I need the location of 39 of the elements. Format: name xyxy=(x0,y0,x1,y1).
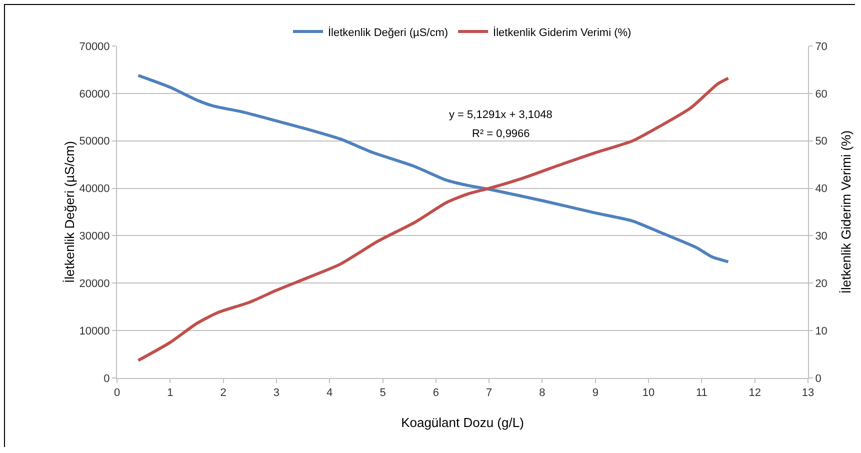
y2-tick-label: 50 xyxy=(815,136,828,148)
y-tick-label: 70000 xyxy=(79,40,110,53)
legend-label: İletkenlik Değeri (µS/cm) xyxy=(328,26,448,39)
x-tick-label: 13 xyxy=(802,387,814,400)
y2-axis-title: İletkenlik Giderim Verimi (%) xyxy=(838,130,854,294)
x-tick-label: 7 xyxy=(486,387,492,400)
y2-tick-label: 30 xyxy=(815,230,828,243)
y-axis-title: İletkenlik Değeri (µS/cm) xyxy=(62,141,78,283)
y2-tick-label: 20 xyxy=(815,278,828,290)
x-tick-label: 10 xyxy=(642,387,655,400)
y-tick-label: 10000 xyxy=(79,325,110,338)
x-axis-title: Koagülant Dozu (g/L) xyxy=(401,415,524,430)
x-tick-label: 5 xyxy=(380,387,386,400)
y2-tick-label: 0 xyxy=(815,372,822,385)
y-tick-label: 30000 xyxy=(79,230,110,243)
y-tick-label: 60000 xyxy=(79,88,110,100)
x-tick-label: 6 xyxy=(432,387,439,400)
line-series xyxy=(136,74,730,264)
x-tick-label: 2 xyxy=(220,387,226,400)
x-tick-label: 3 xyxy=(273,387,280,400)
x-tick-label: 12 xyxy=(748,387,761,400)
y-tick-label: 50000 xyxy=(79,136,110,148)
annotation: R² = 0,9966 xyxy=(472,128,530,140)
x-tick-label: 9 xyxy=(592,387,598,400)
x-tick-label: 1 xyxy=(167,387,174,400)
x-tick-label: 11 xyxy=(696,387,708,400)
annotation: y = 5,1291x + 3,1048 xyxy=(449,109,552,121)
legend-label: İletkenlik Giderim Verimi (%) xyxy=(493,26,632,39)
y2-tick-label: 70 xyxy=(815,40,828,53)
y-tick-label: 0 xyxy=(104,372,110,385)
y2-tick-label: 10 xyxy=(815,325,828,338)
x-tick-label: 8 xyxy=(539,387,546,400)
x-tick-label: 0 xyxy=(114,387,120,400)
y-tick-label: 40000 xyxy=(79,183,110,196)
x-tick-label: 4 xyxy=(326,387,333,400)
y2-tick-label: 60 xyxy=(815,88,828,100)
y-tick-label: 20000 xyxy=(79,278,110,290)
y2-tick-label: 40 xyxy=(815,183,828,196)
line-series xyxy=(136,76,730,362)
